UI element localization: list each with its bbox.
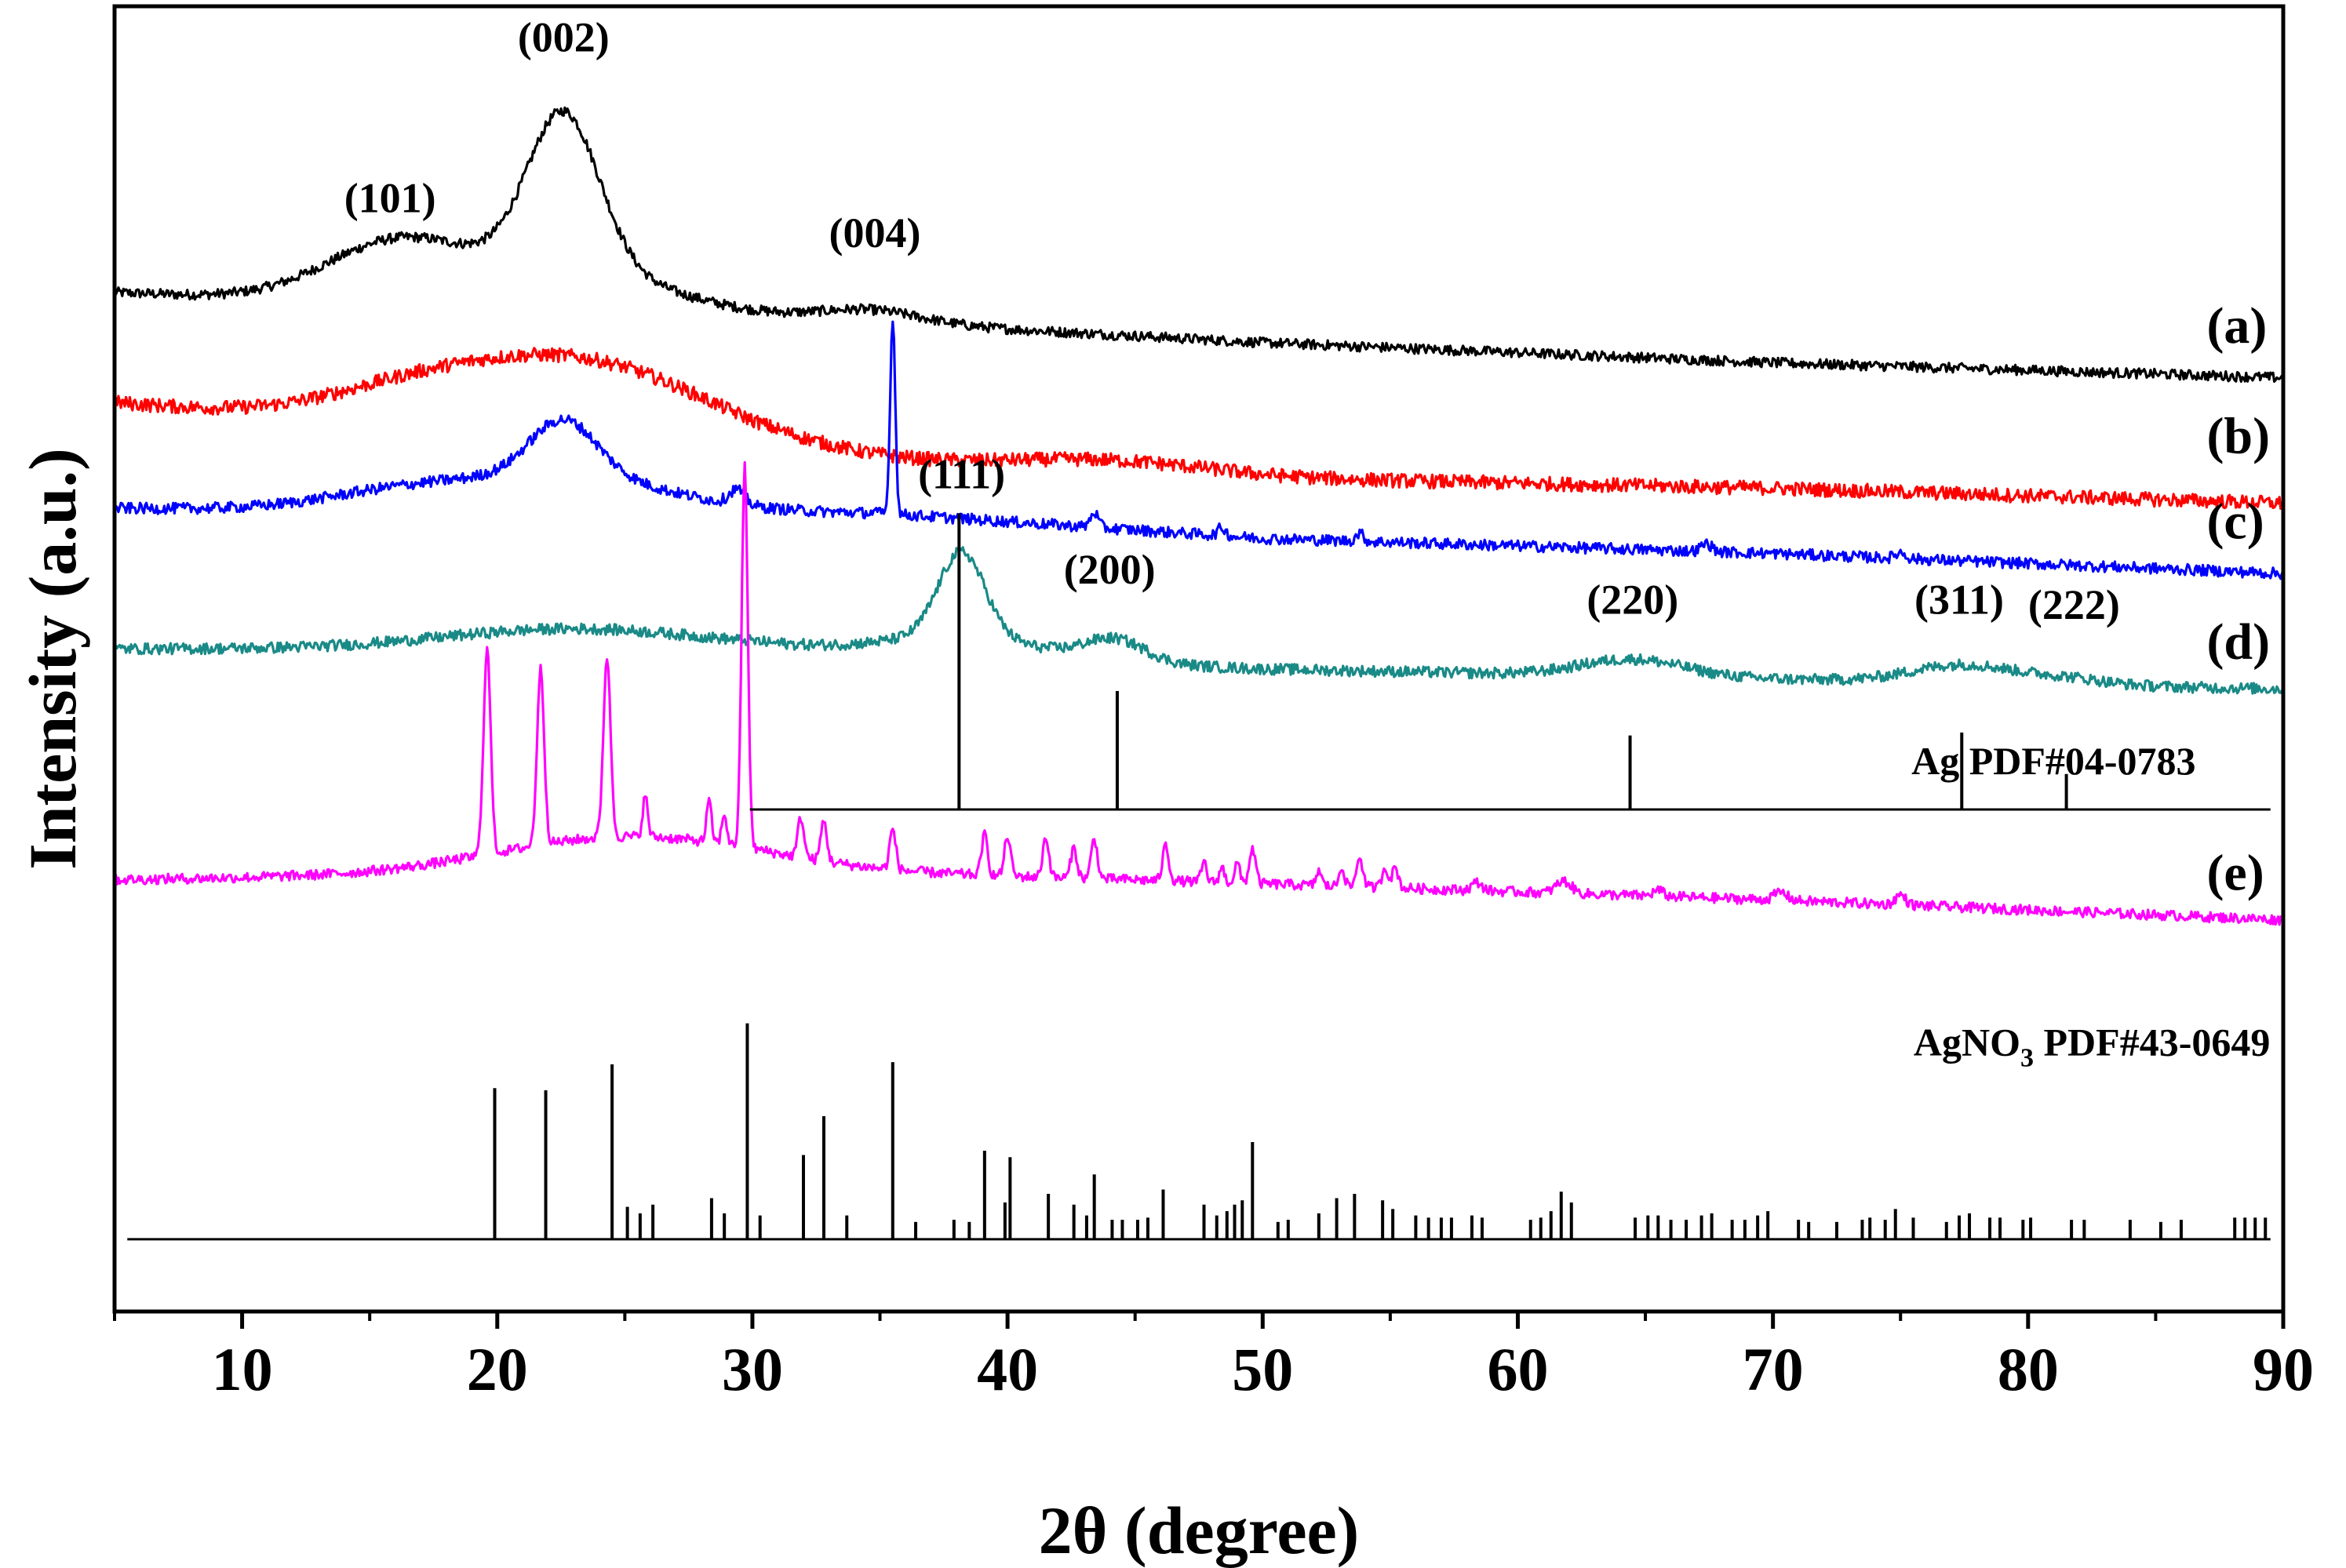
curve-label: (a): [2206, 297, 2267, 355]
series-line-4: [113, 545, 2285, 695]
peak-label: (111): [918, 450, 1005, 497]
peak-label: (311): [1914, 576, 2004, 623]
x-tick-label: 40: [977, 1335, 1038, 1403]
peak-label: (004): [829, 209, 921, 256]
series-line-5: [113, 460, 2285, 926]
series-line-2: [113, 347, 2285, 510]
x-ticks: 10 20 30 40 50 60 70 80 90: [113, 1312, 2314, 1403]
reference-label: AgNO3 PDF#43-0649: [1914, 1020, 2270, 1073]
reference-patterns: [127, 513, 2271, 1241]
peak-label: (101): [344, 174, 436, 221]
peak-label: (222): [2028, 581, 2120, 628]
x-tick-label: 20: [467, 1335, 528, 1403]
axes: [112, 4, 2286, 1314]
reference-label-main: AgNO: [1914, 1020, 2020, 1064]
peak-label: (200): [1064, 546, 1156, 593]
x-tick-label: 50: [1232, 1335, 1293, 1403]
series-line-1: [113, 106, 2285, 383]
curve-label: (c): [2206, 493, 2264, 550]
x-axis-title: 2θ (degree): [1039, 1493, 1360, 1568]
reference-label: Ag PDF#04-0783: [1911, 739, 2195, 783]
y-axis-title: Intensity (a.u.): [15, 448, 90, 870]
x-tick-label: 10: [212, 1335, 273, 1403]
x-tick-label: 80: [1998, 1335, 2059, 1403]
x-tick-label: 90: [2253, 1335, 2314, 1403]
series-line-3: [115, 320, 2285, 580]
curve-label: (b): [2206, 408, 2270, 465]
x-tick-label: 30: [722, 1335, 783, 1403]
xrd-curves: [113, 106, 2285, 926]
reference-label-sub: 3: [2020, 1044, 2034, 1073]
curve-label: (e): [2206, 844, 2264, 901]
peak-label: (220): [1586, 576, 1678, 623]
curve-label: (d): [2206, 613, 2270, 671]
plot-frame: [112, 4, 2286, 1314]
x-tick-label: 70: [1743, 1335, 1804, 1403]
peak-label: (002): [518, 14, 610, 61]
x-tick-label: 60: [1487, 1335, 1548, 1403]
peak-annotations: (101) (002) (004) (111) (200) (220) (311) (222)…: [344, 14, 2271, 1073]
reference-label-rest: PDF#43-0649: [2034, 1020, 2270, 1064]
